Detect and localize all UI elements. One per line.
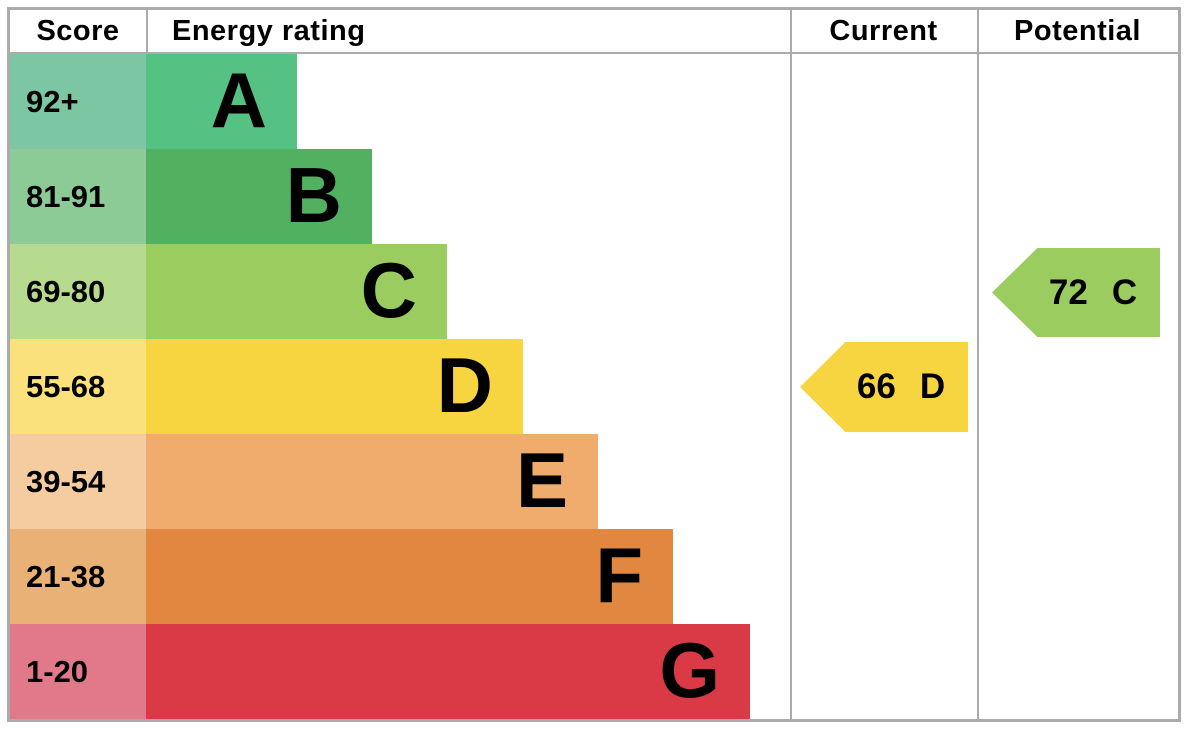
potential-rating-band: C xyxy=(1111,272,1138,312)
band-bar: E xyxy=(146,434,598,529)
band-letter: F xyxy=(595,530,643,619)
band-score-range: 39-54 xyxy=(10,434,146,529)
band-score-range: 81-91 xyxy=(10,149,146,244)
current-rating-arrow: 66 D xyxy=(800,342,968,432)
band-row-a: 92+ A xyxy=(10,54,790,149)
band-score-range: 69-80 xyxy=(10,244,146,339)
band-score-range: 21-38 xyxy=(10,529,146,624)
current-column-divider xyxy=(790,10,792,719)
band-bar: B xyxy=(146,149,372,244)
band-row-g: 1-20 G xyxy=(10,624,790,719)
header-energy-rating: Energy rating xyxy=(172,14,366,47)
band-bar: C xyxy=(146,244,447,339)
band-letter: B xyxy=(285,150,342,239)
band-letter: E xyxy=(515,435,568,524)
header-score: Score xyxy=(36,14,120,47)
band-row-b: 81-91 B xyxy=(10,149,790,244)
potential-rating-value: 72 xyxy=(1048,272,1088,312)
epc-rating-chart: Score Energy rating Current Potential 92… xyxy=(7,7,1181,722)
band-bar: A xyxy=(146,54,297,149)
band-bar: G xyxy=(146,624,750,719)
band-row-d: 55-68 D xyxy=(10,339,790,434)
band-bar: F xyxy=(146,529,673,624)
band-score-range: 55-68 xyxy=(10,339,146,434)
band-row-f: 21-38 F xyxy=(10,529,790,624)
band-rows: 92+ A 81-91 B 69-80 C 55-68 D 39-54 xyxy=(10,54,790,719)
current-rating-band: D xyxy=(919,367,946,406)
band-score-range: 1-20 xyxy=(10,624,146,719)
band-letter: D xyxy=(436,340,493,429)
potential-column-divider xyxy=(977,10,979,719)
header-score-divider xyxy=(146,10,148,52)
chart-header-row: Score Energy rating Current Potential xyxy=(10,10,1178,54)
band-letter: A xyxy=(210,55,267,144)
band-row-e: 39-54 E xyxy=(10,434,790,529)
band-bar: D xyxy=(146,339,523,434)
current-rating-value: 66 xyxy=(856,367,896,406)
header-current: Current xyxy=(829,14,938,47)
potential-rating-arrow: 72 C xyxy=(992,248,1160,337)
header-potential: Potential xyxy=(1014,14,1141,47)
band-letter: G xyxy=(659,625,720,714)
band-letter: C xyxy=(360,245,417,334)
band-score-range: 92+ xyxy=(10,54,146,149)
band-row-c: 69-80 C xyxy=(10,244,790,339)
